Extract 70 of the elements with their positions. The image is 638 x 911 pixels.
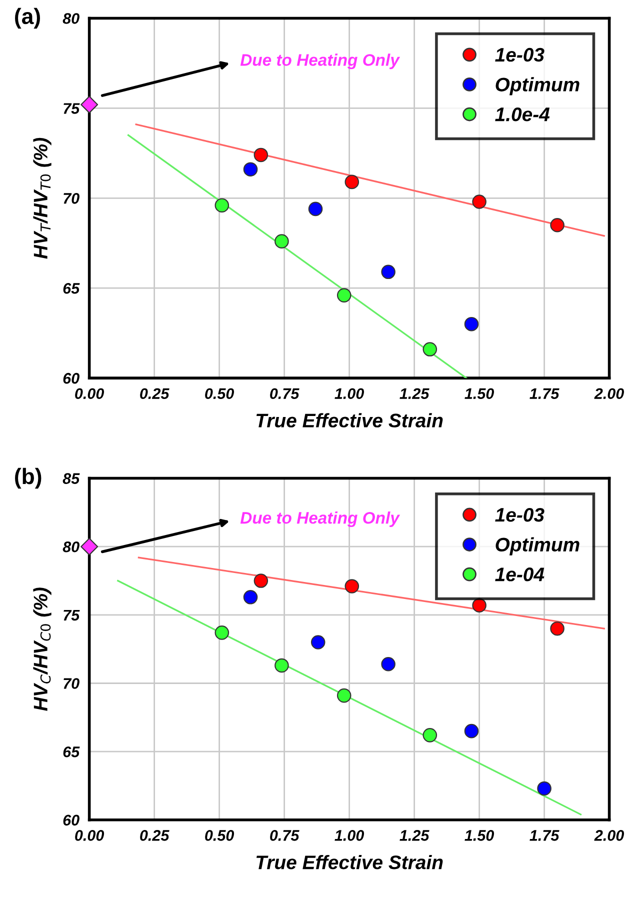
y-tick-label: 80	[62, 541, 80, 552]
legend-label: Optimum	[496, 537, 580, 556]
point	[344, 174, 360, 190]
y-tick-label: 85	[62, 473, 80, 484]
x-tick-label: 0.25	[140, 388, 170, 400]
x-axis-title: True Effective Strain	[256, 413, 443, 428]
point	[274, 658, 289, 673]
x-tick-label: 0.00	[75, 830, 104, 841]
x-tick-label: 1.25	[400, 388, 430, 400]
x-axis-title: True Effective Strain	[256, 854, 443, 870]
point	[336, 688, 352, 703]
point	[464, 316, 479, 332]
y-axis-title: HV$_{C}$/HV$_{C0}$ (%)	[33, 588, 52, 711]
point	[310, 635, 326, 650]
point	[537, 781, 552, 796]
x-tick-label: 0.75	[270, 388, 300, 400]
text: (b)	[15, 468, 42, 489]
y-tick-label: 65	[63, 746, 80, 758]
x-tick-label: 0.50	[205, 830, 234, 841]
legend-label: 1.0e-4	[495, 107, 550, 122]
y-tick-label: 65	[63, 282, 80, 294]
point	[308, 202, 323, 216]
point	[336, 288, 352, 302]
annotation: Due to Heating Only	[240, 54, 400, 70]
legend-label: Optimum	[496, 77, 580, 96]
x-tick-label: 0.00	[75, 388, 104, 400]
point	[274, 234, 289, 248]
x-tick-label: 1.00	[334, 388, 364, 400]
point	[472, 598, 486, 613]
point	[243, 590, 258, 604]
y-tick-label: 75	[64, 610, 80, 621]
x-tick-label: 2.00	[594, 388, 624, 400]
point	[550, 621, 564, 636]
point	[464, 724, 479, 738]
y-tick-label: 80	[62, 13, 80, 24]
y-tick-label: 60	[63, 814, 80, 826]
x-tick-label: 0.75	[270, 830, 300, 841]
point	[254, 574, 268, 588]
x-tick-label: 1.75	[530, 830, 560, 841]
point	[344, 579, 360, 594]
legend-label: 1e-03	[495, 48, 544, 62]
x-tick-label: 1.00	[334, 830, 364, 841]
y-tick-label: 75	[64, 103, 80, 114]
legend-label: 1e-04	[495, 568, 544, 582]
point	[214, 198, 230, 212]
x-tick-label: 1.50	[464, 830, 494, 841]
point	[422, 728, 438, 742]
x-tick-label: 0.25	[140, 830, 170, 841]
point	[254, 148, 268, 162]
x-tick-label: 1.75	[530, 388, 560, 400]
point	[422, 342, 438, 356]
point	[80, 96, 98, 114]
point	[472, 194, 486, 209]
text: (a)	[15, 8, 40, 29]
legend-label: 1e-03	[495, 508, 544, 522]
y-tick-label: 70	[64, 678, 80, 689]
point	[214, 626, 230, 640]
point	[80, 538, 98, 556]
x-tick-label: 2.00	[594, 830, 624, 841]
y-tick-label: 70	[64, 193, 80, 204]
x-tick-label: 1.50	[464, 388, 494, 400]
point	[243, 162, 258, 176]
annotation: Due to Heating Only	[240, 512, 400, 528]
point	[550, 218, 564, 232]
x-tick-label: 1.25	[400, 830, 430, 841]
y-axis-title: HV$_{T}$/HV$_{T0}$ (%)	[33, 138, 52, 259]
x-tick-label: 0.50	[205, 388, 234, 400]
y-tick-label: 60	[63, 372, 80, 384]
point	[381, 656, 396, 672]
point	[381, 264, 396, 280]
